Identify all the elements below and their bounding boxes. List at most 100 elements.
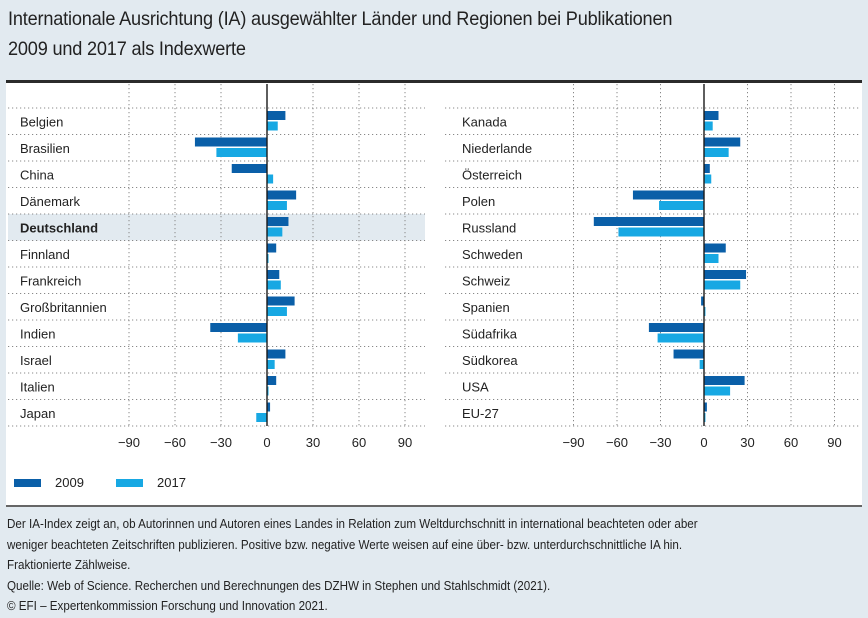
bar-eu-27-2009 [704, 402, 707, 412]
bar-grossbritannien-2017 [267, 307, 287, 316]
bar-spanien-2017 [704, 307, 706, 316]
category-label-frankreich: Frankreich [20, 273, 81, 288]
bar-schweiz-2009 [704, 270, 747, 279]
source-note: Quelle: Web of Science. Recherchen und B… [7, 578, 551, 593]
legend-label-2017: 2017 [157, 475, 186, 490]
bar-japan-2009 [267, 402, 271, 412]
bar-schweden-2017 [704, 254, 719, 263]
bar-brasilien-2017 [216, 148, 267, 157]
category-label-russland: Russland [462, 220, 516, 235]
category-label-belgien: Belgien [20, 114, 63, 129]
bar-indien-2009 [210, 323, 267, 332]
title-line-1: Internationale Ausrichtung (IA) ausgewäh… [8, 8, 673, 30]
bar-spanien-2009 [701, 296, 704, 306]
bar-china-2009 [231, 164, 267, 173]
bar-indien-2017 [237, 333, 267, 343]
category-label-suedafrika: Südafrika [462, 326, 518, 341]
tick-label-minus-90: −90 [118, 435, 140, 450]
bar-italien-2009 [267, 376, 277, 385]
category-label-japan: Japan [20, 406, 55, 421]
category-label-brasilien: Brasilien [20, 141, 70, 156]
bar-usa-2009 [704, 376, 745, 385]
tick-label-60: 60 [352, 435, 366, 450]
category-label-israel: Israel [20, 353, 52, 368]
bar-russland-2009 [593, 217, 704, 226]
category-label-china: China [20, 167, 55, 182]
bar-suedkorea-2017 [699, 360, 704, 369]
bar-polen-2009 [632, 190, 704, 200]
category-label-kanada: Kanada [462, 114, 508, 129]
bar-suedafrika-2017 [657, 333, 704, 343]
tick-label-90: 90 [827, 435, 841, 450]
bar-belgien-2009 [267, 111, 286, 120]
bar-deutschland-2017 [267, 227, 283, 237]
bar-oesterreich-2009 [704, 164, 710, 173]
legend-swatch-2017 [116, 478, 143, 487]
category-label-deutschland: Deutschland [20, 220, 98, 235]
chart-2: Kanada Niederlande Österreich Polen Russland… [445, 84, 860, 450]
category-label-schweden: Schweden [462, 247, 523, 262]
category-label-daenemark: Dänemark [20, 194, 80, 209]
category-label-niederlande: Niederlande [462, 141, 532, 156]
title-line-2: 2009 und 2017 als Indexwerte [8, 38, 246, 60]
bar-finnland-2009 [267, 243, 277, 253]
bar-grossbritannien-2009 [267, 296, 295, 306]
bar-israel-2009 [267, 349, 286, 359]
tick-label-30: 30 [306, 435, 320, 450]
category-label-oesterreich: Österreich [462, 167, 522, 182]
bar-belgien-2017 [267, 121, 278, 131]
tick-label-minus-60: −60 [164, 435, 186, 450]
bar-suedkorea-2009 [673, 349, 704, 359]
note-line-1: Der IA-Index zeigt an, ob Autorinnen und… [7, 517, 698, 531]
bar-kanada-2009 [704, 111, 719, 120]
tick-label-60: 60 [784, 435, 798, 450]
bar-suedafrika-2009 [648, 323, 704, 332]
bar-schweden-2009 [704, 243, 726, 253]
bar-eu-27-2017 [704, 413, 706, 422]
bar-brasilien-2009 [194, 137, 267, 147]
copyright-note: © EFI – Expertenkommission Forschung und… [7, 599, 328, 613]
category-label-eu-27: EU-27 [462, 406, 499, 421]
legend-item-2017: 2017 [116, 475, 186, 490]
bar-japan-2017 [256, 413, 267, 422]
bar-israel-2017 [267, 360, 275, 369]
bar-finnland-2017 [267, 254, 269, 263]
bar-deutschland-2009 [267, 217, 289, 226]
category-label-schweiz: Schweiz [462, 273, 510, 288]
chart-1: Belgien Brasilien China Dänemark Deutschland… [8, 84, 425, 450]
bar-frankreich-2017 [267, 280, 281, 290]
note-line-2: weniger beachteten Zeitschriften publizi… [7, 537, 683, 552]
chart-title: Internationale Ausrichtung (IA) ausgewäh… [8, 4, 799, 64]
bar-china-2017 [267, 174, 274, 184]
note-line-3: Fraktionierte Zählweise. [7, 558, 131, 572]
bar-kanada-2017 [704, 121, 713, 131]
bar-schweiz-2017 [704, 280, 741, 290]
bar-daenemark-2017 [267, 201, 287, 210]
category-label-spanien: Spanien [462, 300, 510, 315]
legend-label-2009: 2009 [55, 475, 84, 490]
category-label-finnland: Finnland [20, 247, 70, 262]
highlight-row [8, 214, 425, 241]
bar-italien-2017 [267, 386, 269, 396]
tick-label-30: 30 [740, 435, 754, 450]
legend-item-2009: 2009 [14, 475, 84, 490]
tick-label-0: 0 [263, 435, 270, 450]
bar-usa-2017 [704, 386, 731, 396]
bar-frankreich-2009 [267, 270, 280, 279]
tick-label-minus-30: −30 [210, 435, 232, 450]
category-label-indien: Indien [20, 326, 55, 341]
bar-oesterreich-2017 [704, 174, 712, 184]
tick-label-90: 90 [398, 435, 412, 450]
tick-label-0: 0 [700, 435, 707, 450]
tick-label-minus-90: −90 [562, 435, 584, 450]
category-label-polen: Polen [462, 194, 495, 209]
bar-daenemark-2009 [267, 190, 297, 200]
bar-niederlande-2009 [704, 137, 741, 147]
category-label-grossbritannien: Großbritannien [20, 300, 107, 315]
tick-label-minus-60: −60 [606, 435, 628, 450]
bar-polen-2017 [659, 201, 704, 210]
category-label-italien: Italien [20, 379, 55, 394]
bar-russland-2017 [618, 227, 704, 237]
footer-notes: Der IA-Index zeigt an, ob Autorinnen und… [7, 514, 803, 617]
